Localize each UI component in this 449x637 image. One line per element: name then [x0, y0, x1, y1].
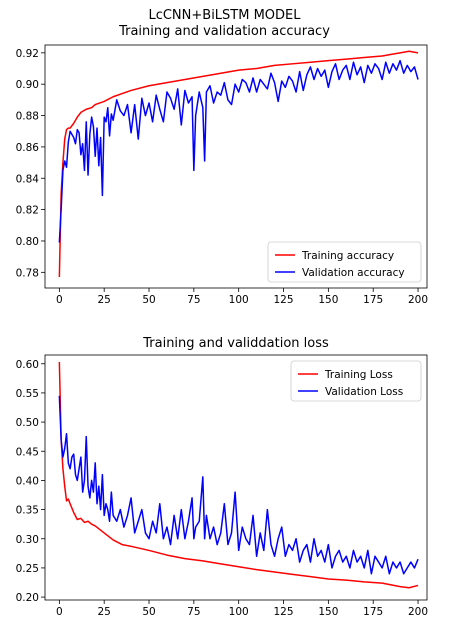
x-tick-label: 25	[97, 606, 110, 618]
legend-box	[290, 360, 422, 402]
x-tick-label: 200	[408, 606, 428, 618]
x-tick-label: 50	[142, 606, 155, 618]
figure-suptitle: LcCNN+BiLSTM MODEL	[148, 8, 301, 23]
x-tick-label: 25	[97, 294, 110, 306]
legend-label: Training accuracy	[301, 250, 394, 262]
chart-title: Training and validdation loss	[142, 336, 329, 351]
x-tick-label: 75	[187, 294, 200, 306]
y-tick-label: 0.50	[16, 417, 39, 429]
x-tick-label: 100	[229, 294, 249, 306]
y-tick-label: 0.86	[16, 142, 40, 154]
y-tick-label: 0.20	[16, 592, 39, 604]
x-tick-label: 150	[318, 606, 338, 618]
x-tick-label: 175	[363, 606, 383, 618]
y-tick-label: 0.82	[16, 205, 39, 217]
y-tick-label: 0.84	[16, 173, 40, 185]
x-tick-label: 200	[408, 294, 428, 306]
y-tick-label: 0.60	[16, 359, 39, 371]
series-line-training-loss	[58, 361, 419, 589]
chart-1-title: Training and validation accuracy	[119, 24, 330, 39]
y-tick-label: 0.30	[16, 534, 39, 546]
y-tick-label: 0.78	[16, 267, 39, 279]
legend-box	[267, 241, 422, 283]
y-tick-label: 0.88	[16, 111, 39, 123]
x-tick-label: 125	[274, 294, 294, 306]
y-tick-label: 0.90	[16, 79, 39, 91]
x-tick-label: 100	[229, 606, 249, 618]
legend-label: Validation Loss	[325, 386, 403, 398]
legend-label: Validation accuracy	[302, 267, 405, 279]
series-line-training-accuracy	[58, 50, 419, 278]
series-line-validation-accuracy	[58, 59, 419, 243]
y-tick-label: 0.80	[16, 236, 39, 248]
x-tick-label: 150	[318, 294, 338, 306]
x-tick-label: 75	[187, 606, 200, 618]
axes-frame	[44, 354, 428, 601]
y-tick-label: 0.35	[16, 505, 39, 517]
x-tick-label: 175	[363, 294, 383, 306]
y-tick-label: 0.92	[16, 48, 39, 60]
y-tick-label: 0.45	[16, 446, 39, 458]
legend-label: Training Loss	[324, 369, 393, 381]
y-tick-label: 0.25	[16, 563, 39, 575]
loss-chart: Training and validdation loss 0 25 50 75 100 1…	[16, 336, 428, 618]
y-tick-label: 0.55	[16, 388, 39, 400]
accuracy-chart: 0 25 50 75 100 125 150 175 200 0.78 0.80 0.82 0.84 0.…	[16, 44, 428, 306]
x-tick-label: 125	[274, 606, 294, 618]
y-tick-label: 0.40	[16, 475, 39, 487]
axes-frame	[44, 44, 428, 289]
x-tick-label: 50	[142, 294, 155, 306]
x-tick-label: 0	[56, 294, 63, 306]
x-tick-label: 0	[56, 606, 63, 618]
series-line-validation-loss	[58, 395, 419, 575]
